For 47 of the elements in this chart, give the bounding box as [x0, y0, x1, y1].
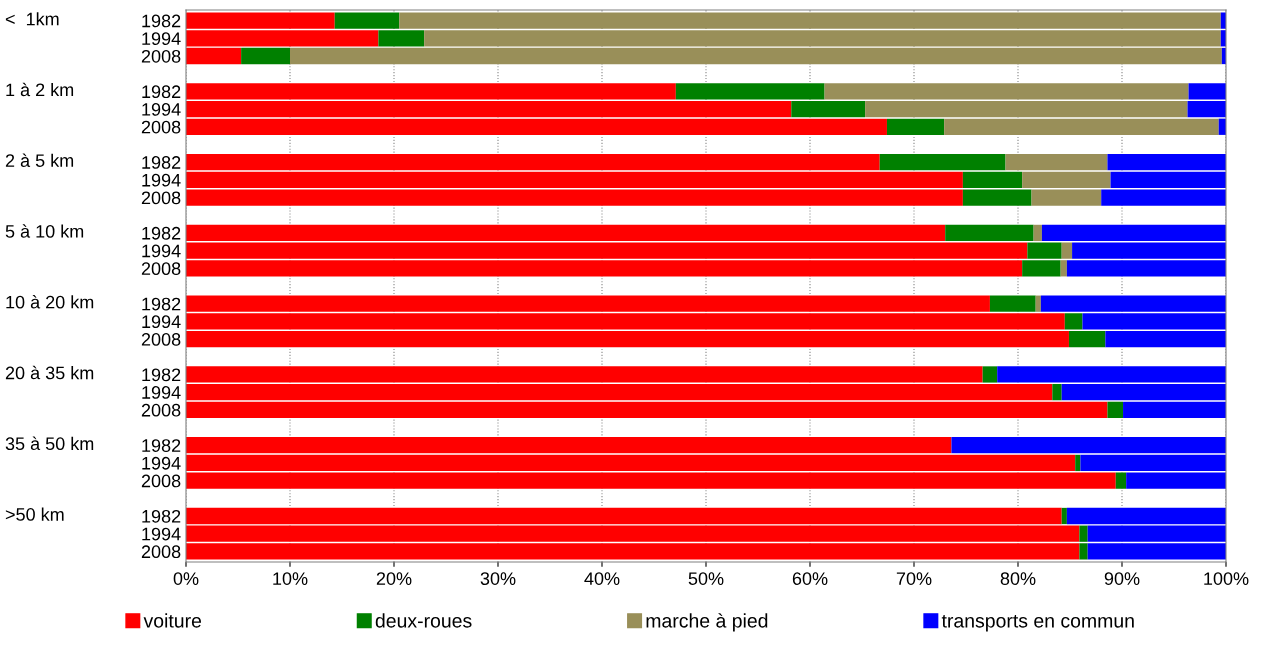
- y-tick-label: 2008: [141, 403, 181, 417]
- y-tick-label: 1982: [142, 226, 181, 240]
- y-tick-label: 1994: [142, 103, 181, 116]
- x-tick-label: 0%: [173, 572, 199, 585]
- y-tick-label: 1982: [142, 439, 181, 452]
- y-tick-label: 2008: [141, 333, 181, 346]
- y-tick-label: 1982: [142, 156, 181, 169]
- x-tick-label: 60%: [792, 572, 828, 585]
- y-tick-label: 1994: [142, 456, 181, 470]
- legend-label: voiture: [143, 613, 202, 628]
- legend-label: deux-roues: [375, 613, 472, 628]
- x-tick-label: 30%: [480, 572, 516, 585]
- y-tick-label: 2008: [141, 49, 181, 63]
- y-tick-label: 2008: [141, 191, 181, 205]
- y-tick-label: 2008: [141, 120, 181, 134]
- x-tick-label: 10%: [273, 572, 308, 585]
- text: 2 à 5 km: [5, 153, 74, 167]
- text: >50 km: [5, 507, 64, 521]
- text: 1 à 2 km: [6, 82, 74, 97]
- y-tick-label: 1994: [142, 173, 181, 187]
- x-tick-label: 90%: [1104, 572, 1140, 585]
- y-tick-label: 1994: [142, 386, 181, 399]
- y-tick-label: 1994: [142, 32, 181, 46]
- y-tick-label: 2008: [141, 474, 181, 488]
- y-tick-label: 1994: [142, 527, 181, 541]
- text: 5 à 10 km: [5, 224, 84, 238]
- legend-label: transports en commun: [941, 614, 1134, 632]
- y-tick-label: 1994: [142, 315, 181, 329]
- x-tick-label: 80%: [1000, 572, 1036, 585]
- text: 20 à 35 km: [5, 365, 94, 380]
- y-tick-label: 2008: [141, 262, 181, 276]
- x-tick-label: 50%: [688, 572, 724, 585]
- y-tick-label: 1982: [142, 297, 181, 311]
- y-tick-label: 1982: [142, 14, 181, 28]
- x-tick-label: 70%: [896, 572, 932, 585]
- x-tick-label: 40%: [584, 572, 620, 585]
- x-tick-label: 100%: [1204, 572, 1249, 585]
- text: 10 à 20 km: [6, 295, 94, 309]
- y-tick-label: 1994: [142, 244, 181, 258]
- text: 35 à 50 km: [5, 436, 94, 451]
- x-tick-label: 20%: [376, 572, 412, 585]
- y-tick-label: 1982: [142, 368, 181, 382]
- y-tick-label: 2008: [141, 545, 181, 559]
- legend-label: marche à pied: [646, 613, 768, 632]
- y-tick-label: 1982: [142, 509, 181, 523]
- text: < 1km: [5, 12, 59, 26]
- y-tick-label: 1982: [142, 85, 181, 99]
